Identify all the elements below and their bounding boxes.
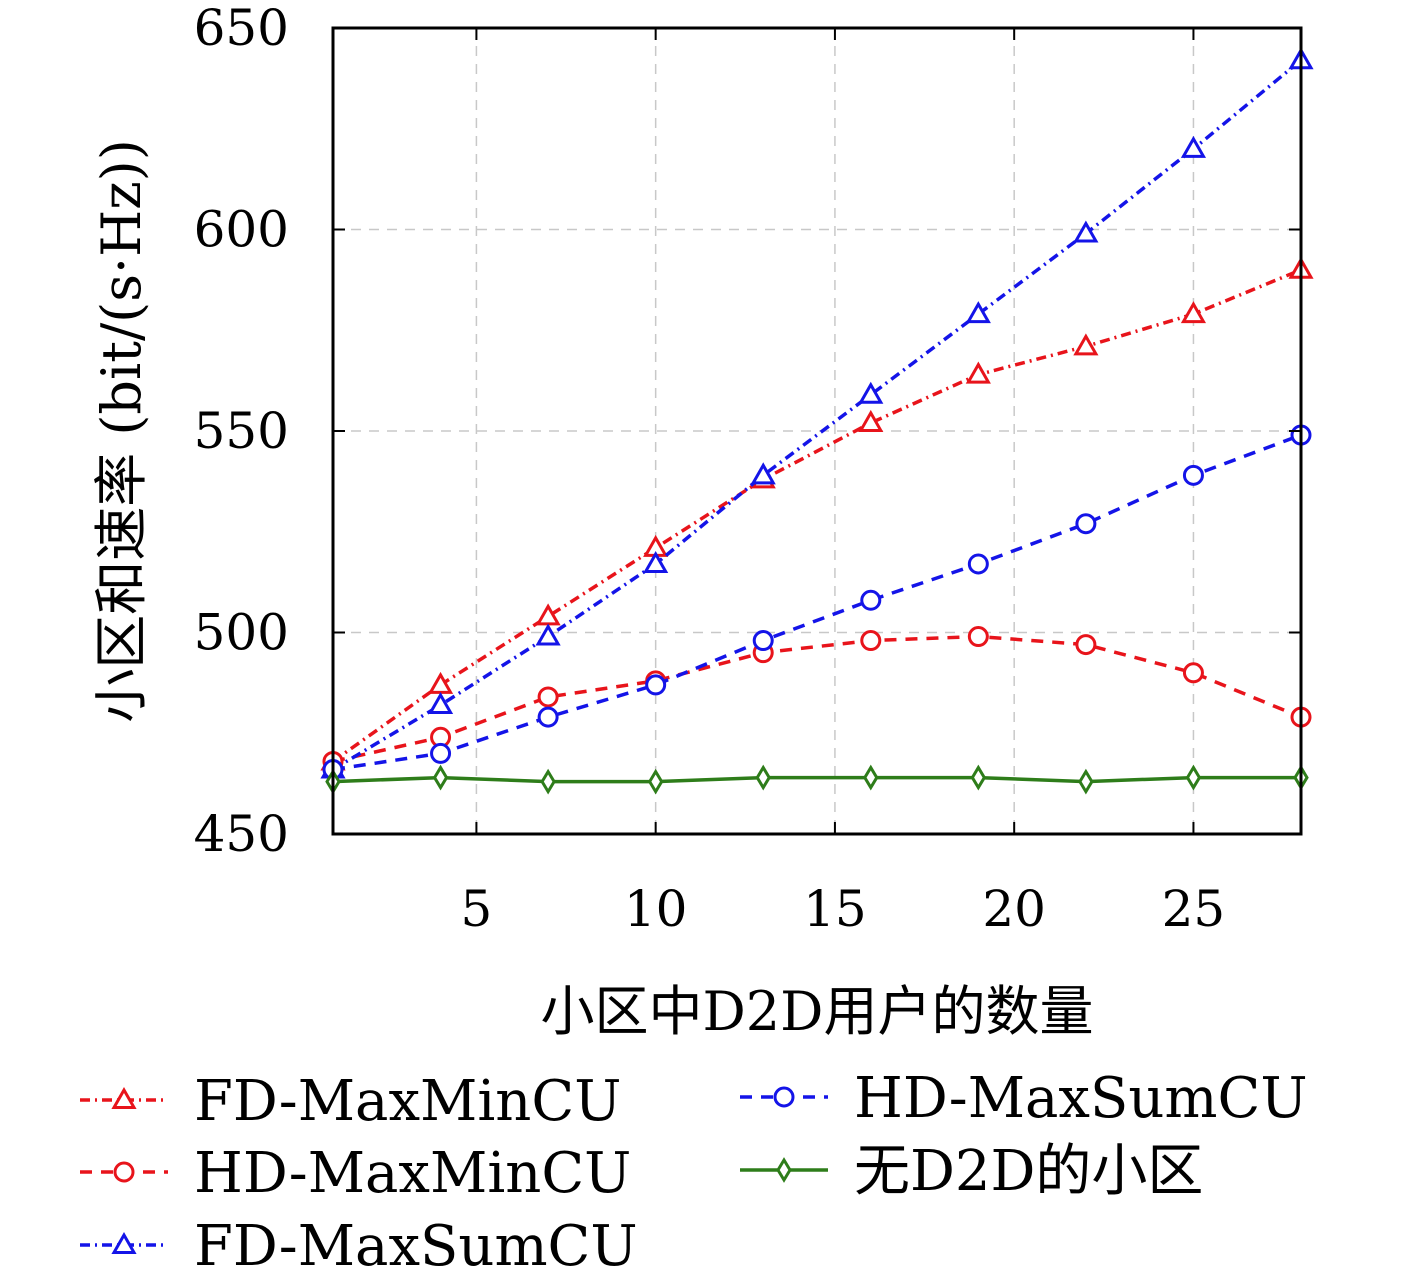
data-point <box>860 630 882 652</box>
data-point <box>755 764 771 791</box>
legend-label: 无D2D的小区 <box>854 1139 1203 1204</box>
x-tick-label: 5 <box>461 880 493 938</box>
data-point <box>535 603 561 626</box>
data-point <box>540 768 556 795</box>
legend-label: HD-MaxMinCU <box>194 1141 631 1206</box>
data-point <box>427 692 454 715</box>
y-tick-label: 600 <box>194 201 289 259</box>
legend-swatch-marker <box>113 1161 135 1183</box>
data-point <box>858 381 884 404</box>
data-point <box>1075 513 1097 535</box>
series-layer <box>320 47 1314 795</box>
series-line <box>332 775 1301 784</box>
data-point <box>1182 662 1204 684</box>
data-point <box>643 550 669 573</box>
series-line <box>332 58 1303 772</box>
legend-swatch-marker <box>111 1231 137 1254</box>
legend-item: FD-MaxMinCU <box>80 1069 621 1134</box>
y-tick-label: 650 <box>194 0 289 57</box>
y-tick-label: 550 <box>194 402 289 460</box>
data-point <box>427 671 454 694</box>
data-point <box>535 623 561 646</box>
data-point <box>965 361 991 384</box>
data-point <box>537 686 559 708</box>
legend-label: HD-MaxSumCU <box>854 1066 1308 1131</box>
data-point <box>1180 135 1207 158</box>
series-line <box>332 433 1302 772</box>
series-line <box>332 634 1302 764</box>
y-tick-label: 500 <box>194 604 289 662</box>
data-point <box>430 742 452 764</box>
legend-item: 无D2D的小区 <box>740 1139 1203 1204</box>
data-point <box>647 768 664 795</box>
data-point <box>1078 768 1094 795</box>
data-point <box>1182 464 1204 486</box>
legend-label: FD-MaxSumCU <box>194 1214 638 1276</box>
data-point <box>432 764 449 791</box>
series-0 <box>320 256 1314 771</box>
legend: FD-MaxMinCU HD-MaxMinCU FD-MaxSumCU HD-MaxS… <box>80 1066 1308 1276</box>
data-point <box>537 706 559 728</box>
data-point <box>1185 764 1202 791</box>
series-line <box>331 268 1302 763</box>
legend-swatch-marker <box>776 1157 792 1183</box>
series-4 <box>325 764 1309 795</box>
data-point <box>863 764 879 791</box>
x-tick-label: 10 <box>624 880 688 938</box>
data-point <box>645 674 667 696</box>
x-tick-label: 25 <box>1162 880 1226 938</box>
data-point <box>1180 301 1207 324</box>
x-axis: 5 10 15 20 25 <box>461 28 1226 938</box>
data-point <box>970 764 987 791</box>
data-point <box>752 630 774 652</box>
legend-item: HD-MaxMinCU <box>80 1141 631 1206</box>
legend-item: FD-MaxSumCU <box>80 1214 638 1276</box>
x-tick-label: 15 <box>803 880 867 938</box>
data-point <box>967 553 989 575</box>
grid <box>333 28 1301 834</box>
series-1 <box>322 626 1312 772</box>
x-axis-title: 小区中D2D用户的数量 <box>541 980 1094 1043</box>
data-point <box>1073 333 1099 356</box>
series-3 <box>322 424 1312 781</box>
data-point <box>1073 220 1099 243</box>
legend-item: HD-MaxSumCU <box>740 1066 1308 1131</box>
data-point <box>967 626 989 648</box>
series-2 <box>320 47 1314 779</box>
x-tick-label: 20 <box>982 880 1046 938</box>
legend-label: FD-MaxMinCU <box>194 1069 621 1134</box>
legend-swatch-marker <box>773 1086 795 1108</box>
data-point <box>860 589 882 611</box>
legend-swatch-marker <box>111 1086 137 1109</box>
data-point <box>965 301 991 324</box>
data-point <box>750 462 776 485</box>
data-point <box>858 409 884 432</box>
data-point <box>1075 634 1097 656</box>
y-axis-title: 小区和速率 (bit/(s·Hz)) <box>90 139 153 723</box>
y-tick-label: 450 <box>194 805 289 863</box>
y-axis: 450 500 550 600 650 <box>194 0 1301 863</box>
